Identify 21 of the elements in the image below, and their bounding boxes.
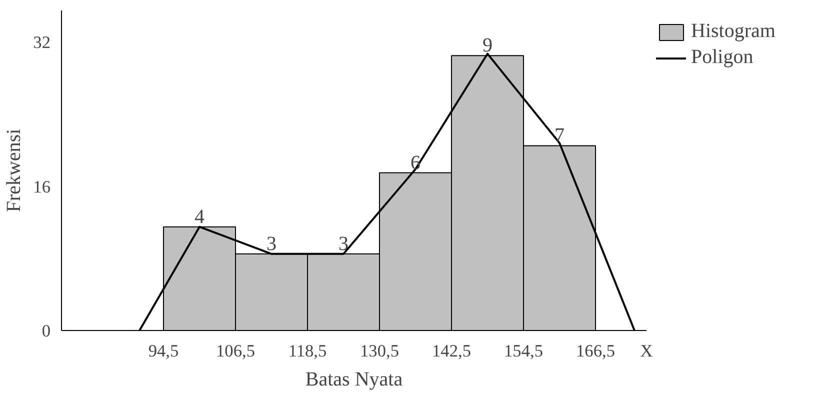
annotation: 6	[410, 152, 420, 174]
x-tick-label: 166,5	[576, 342, 616, 360]
y-tick-label: 32	[33, 33, 50, 52]
annotation: 7	[554, 124, 564, 147]
y-tick-label: 16	[33, 177, 51, 196]
x-tick-label: 154,5	[504, 342, 544, 360]
x-tick-label: 118,5	[288, 342, 327, 360]
annotation: 3	[338, 232, 348, 255]
x-tick-label: 106,5	[216, 342, 256, 360]
x-tick-label: 94,5	[148, 342, 179, 360]
annotation: 9	[482, 34, 492, 57]
x-tick-label: 130,5	[360, 342, 400, 360]
x-tick-label: X	[640, 342, 654, 360]
annotation: 3	[266, 232, 276, 255]
x-axis-title: Batas Nyata	[305, 368, 403, 390]
legend-label: Poligon	[691, 46, 754, 69]
legend-label: Histogram	[691, 20, 776, 43]
y-tick-label: 0	[42, 322, 51, 340]
y-axis-title: Frekwensi	[3, 128, 26, 212]
annotation: 4	[194, 206, 204, 228]
x-tick-label: 142,5	[432, 342, 472, 360]
